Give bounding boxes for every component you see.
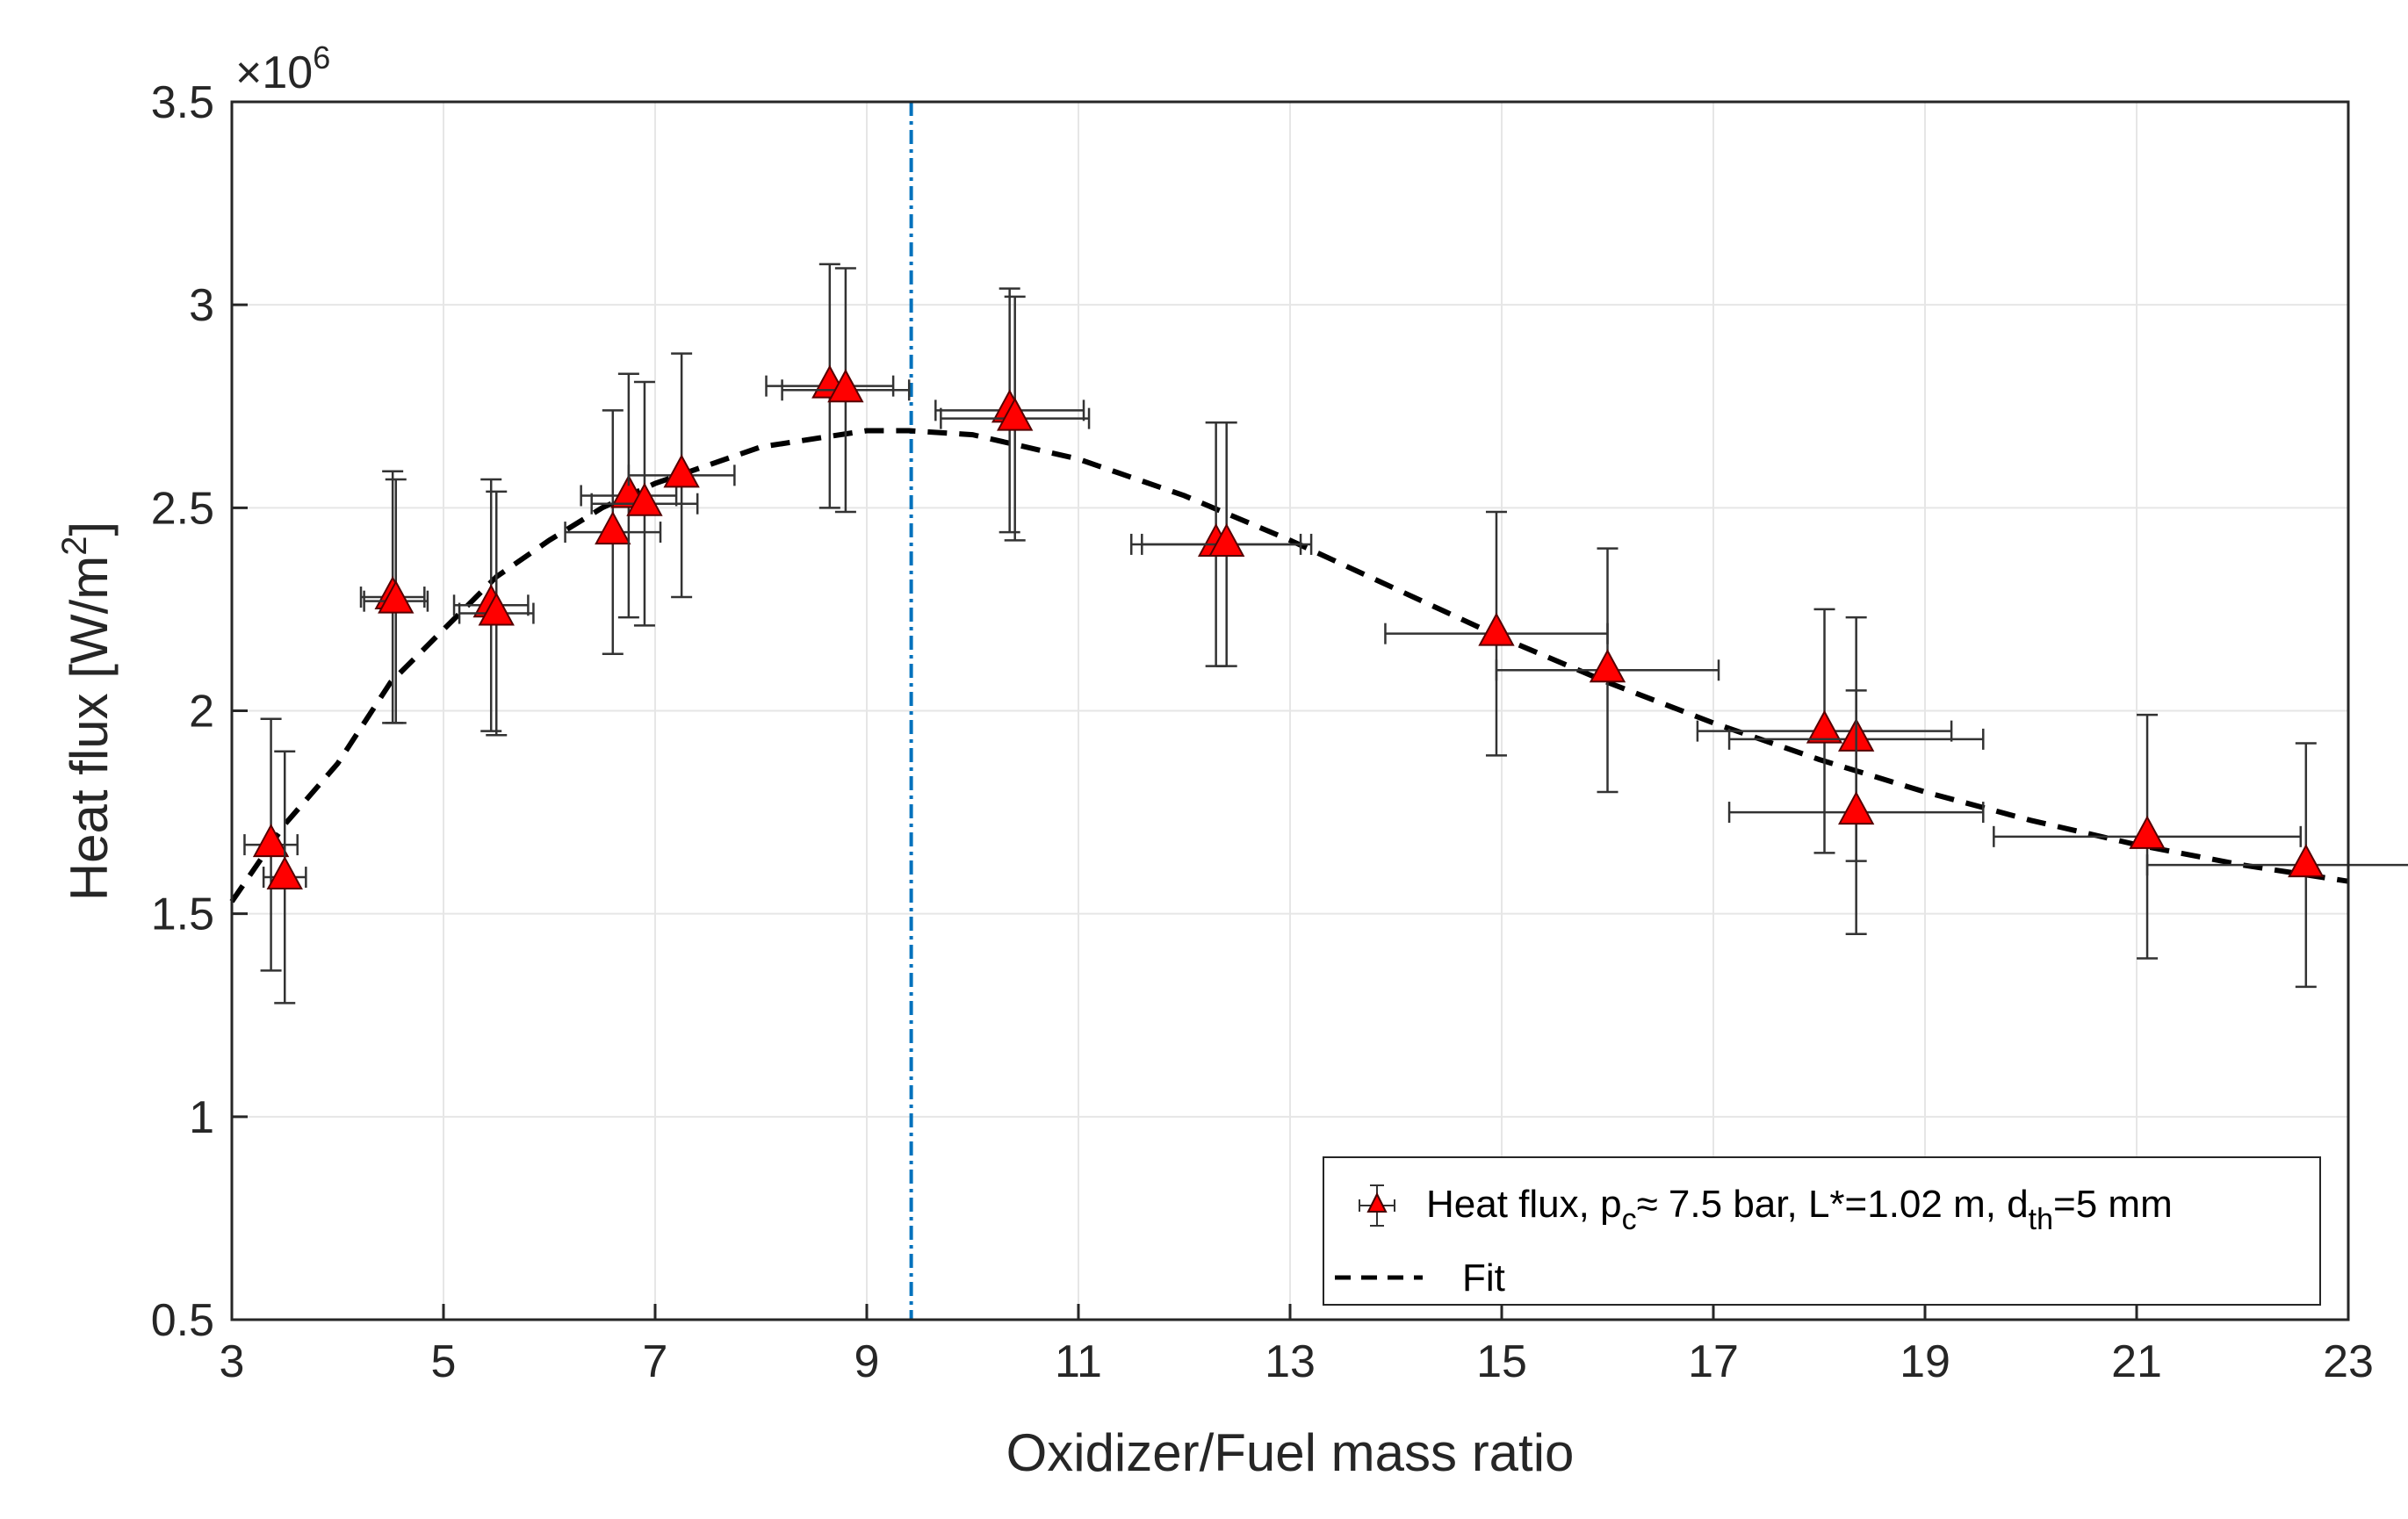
y-axis-label: Heat flux [W/m2] (55, 522, 119, 901)
triangle-marker (2129, 815, 2166, 849)
data-point (363, 478, 429, 724)
data-point (765, 263, 895, 509)
data-point (590, 380, 699, 627)
x-tick-label: 15 (1476, 1336, 1527, 1387)
y-tick-label: 1.5 (151, 889, 214, 940)
x-tick-label: 7 (643, 1336, 668, 1387)
triangle-marker (2288, 844, 2325, 878)
data-point (580, 372, 678, 619)
triangle-marker (997, 397, 1034, 431)
legend-marker-heat-flux (1359, 1184, 1395, 1227)
data-point (1141, 421, 1313, 667)
grid (231, 101, 2349, 1321)
x-tick-label: 3 (220, 1336, 245, 1387)
legend-label-heat-flux: Heat flux, pc≈ 7.5 bar, L*=1.02 m, dth=5… (1426, 1183, 2173, 1236)
data-point (1495, 547, 1720, 794)
legend-box (1323, 1156, 2321, 1306)
triangle-marker (595, 510, 631, 545)
fit-line (229, 428, 2349, 903)
y-multiplier: ×106 (235, 40, 330, 98)
y-tick-label: 1 (189, 1092, 214, 1143)
data-point (1696, 608, 1953, 854)
triangle-marker (1478, 612, 1515, 646)
triangle-marker (378, 580, 415, 614)
x-tick-label: 17 (1688, 1336, 1739, 1387)
y-tick-label: 0.5 (151, 1295, 214, 1346)
triangle-marker (478, 592, 515, 626)
data-point (458, 490, 535, 737)
x-tick-label: 19 (1900, 1336, 1950, 1387)
x-tick-label: 11 (1055, 1336, 1102, 1387)
ticks: 3 5 7 9 11 13 15 17 19 21 23 0.5 1 1.5 2 2.5 3 3.5 (151, 77, 2374, 1387)
y-tick-label: 3 (189, 280, 214, 331)
data-point (1727, 689, 1985, 936)
data-point (262, 750, 307, 1004)
x-axis-label: Oxidizer/Fuel mass ratio (1006, 1423, 1575, 1482)
triangle-marker (1837, 790, 1875, 825)
triangle-marker (827, 369, 864, 403)
x-tick-label: 9 (854, 1336, 880, 1387)
data-point (243, 717, 299, 972)
data-point (940, 295, 1091, 542)
y-tick-label: 3.5 (151, 77, 214, 128)
x-tick-label: 5 (431, 1336, 457, 1387)
triangle-marker (1806, 709, 1843, 744)
data-point (627, 352, 736, 599)
triangle-marker (252, 823, 290, 858)
data-point (781, 267, 911, 514)
triangle-marker (663, 454, 700, 488)
y-tick-label: 2.5 (151, 483, 214, 534)
plot-area (229, 102, 2408, 1320)
x-tick-label: 21 (2111, 1336, 2162, 1387)
legend-label-fit: Fit (1462, 1256, 1505, 1299)
data-point (564, 409, 662, 656)
legend: Heat flux, pc≈ 7.5 bar, L*=1.02 m, dth=5… (1323, 1156, 2321, 1306)
triangle-marker (266, 855, 303, 890)
data-point (1384, 510, 1609, 757)
y-tick-label: 2 (189, 687, 214, 738)
data-point (1993, 713, 2303, 960)
triangle-marker (1208, 522, 1245, 557)
triangle-marker (626, 482, 663, 516)
x-tick-label: 23 (2323, 1336, 2374, 1387)
triangle-marker (1589, 649, 1626, 683)
data-point (2145, 742, 2408, 989)
x-tick-label: 13 (1265, 1336, 1316, 1387)
